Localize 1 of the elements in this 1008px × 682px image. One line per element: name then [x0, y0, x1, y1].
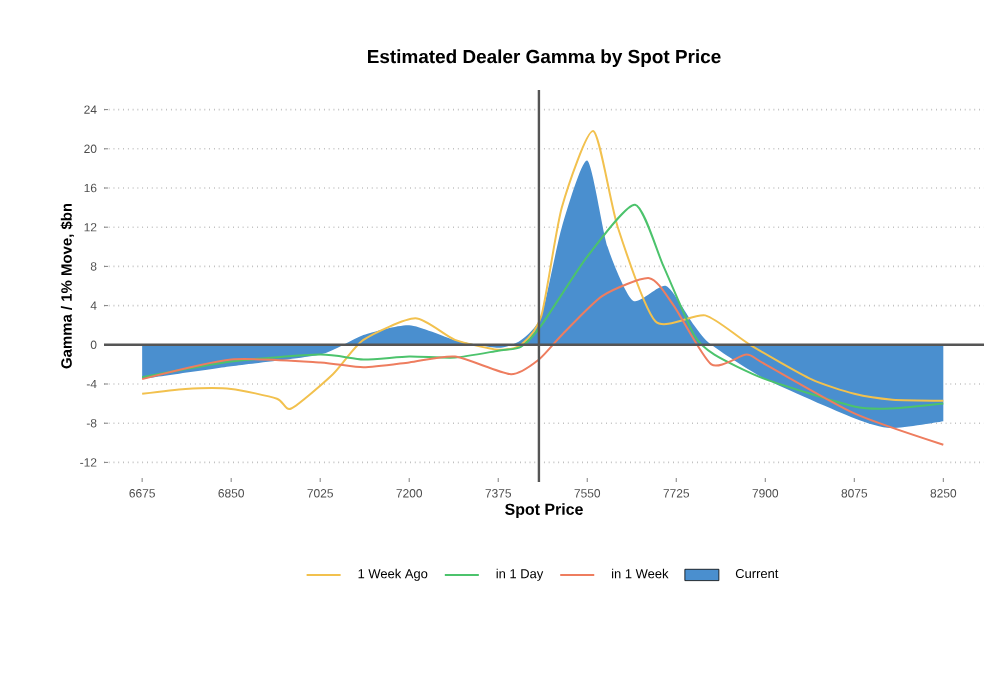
chart-title: Estimated Dealer Gamma by Spot Price: [368, 49, 721, 68]
